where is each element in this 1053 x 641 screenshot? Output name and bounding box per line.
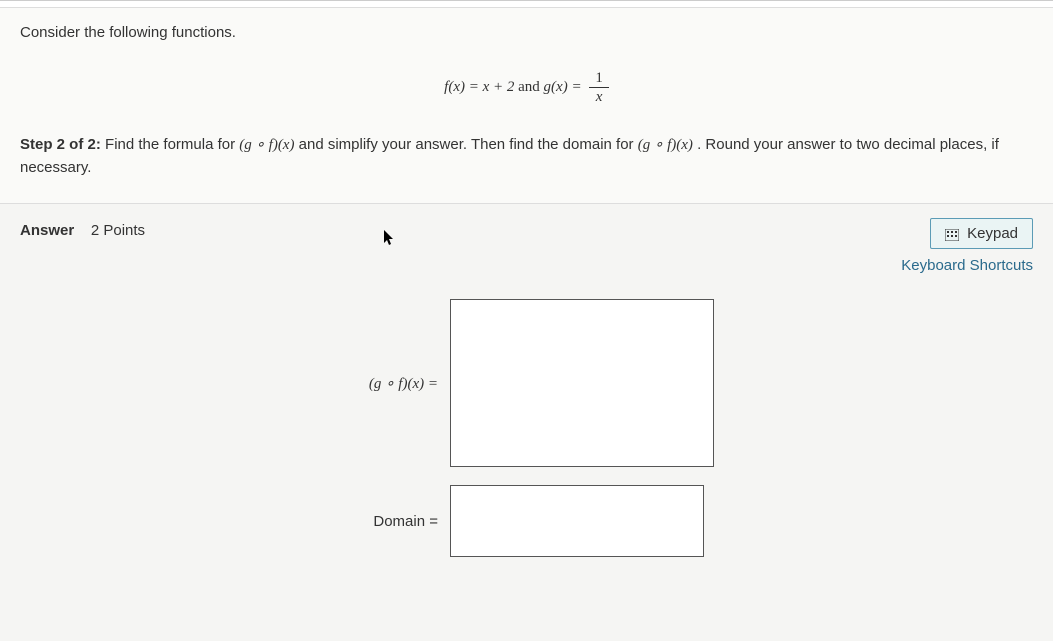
g-definition-prefix: g(x) = bbox=[544, 79, 586, 95]
domain-label: Domain = bbox=[320, 513, 450, 530]
formula-connector: and bbox=[518, 79, 543, 95]
fraction: 1 x bbox=[589, 69, 609, 106]
fraction-denominator: x bbox=[589, 88, 609, 106]
domain-row: Domain = bbox=[320, 485, 1033, 557]
step-label: Step 2 of 2: bbox=[20, 136, 101, 153]
step-body-2: and simplify your answer. Then find the … bbox=[299, 136, 638, 153]
keypad-icon bbox=[945, 228, 959, 240]
answer-panel: Answer 2 Points Keypad Keyboard Shortcut… bbox=[0, 204, 1053, 593]
keypad-label: Keypad bbox=[967, 225, 1018, 242]
fraction-numerator: 1 bbox=[589, 69, 609, 88]
question-panel: Consider the following functions. f(x) =… bbox=[0, 8, 1053, 204]
top-divider bbox=[0, 0, 1053, 8]
answer-header: Answer 2 Points bbox=[20, 222, 1033, 239]
step-expr-1: (g ∘ f)(x) bbox=[239, 137, 294, 153]
step-body-1: Find the formula for bbox=[105, 136, 239, 153]
formula-display: f(x) = x + 2 and g(x) = 1 x bbox=[20, 69, 1033, 106]
intro-text: Consider the following functions. bbox=[20, 24, 1033, 41]
f-definition: f(x) = x + 2 bbox=[444, 79, 514, 95]
help-buttons: Keypad Keyboard Shortcuts bbox=[901, 218, 1033, 274]
gof-input[interactable] bbox=[450, 299, 714, 467]
domain-input[interactable] bbox=[450, 485, 704, 557]
step-expr-2: (g ∘ f)(x) bbox=[638, 137, 693, 153]
step-instructions: Step 2 of 2: Find the formula for (g ∘ f… bbox=[20, 134, 1033, 179]
inputs-area: (g ∘ f)(x) = Domain = bbox=[320, 299, 1033, 557]
gof-row: (g ∘ f)(x) = bbox=[320, 299, 1033, 467]
keypad-button[interactable]: Keypad bbox=[930, 218, 1033, 249]
answer-label: Answer bbox=[20, 222, 74, 239]
keyboard-shortcuts-link[interactable]: Keyboard Shortcuts bbox=[901, 257, 1033, 274]
gof-label: (g ∘ f)(x) = bbox=[320, 374, 450, 393]
answer-points: 2 Points bbox=[91, 222, 145, 239]
